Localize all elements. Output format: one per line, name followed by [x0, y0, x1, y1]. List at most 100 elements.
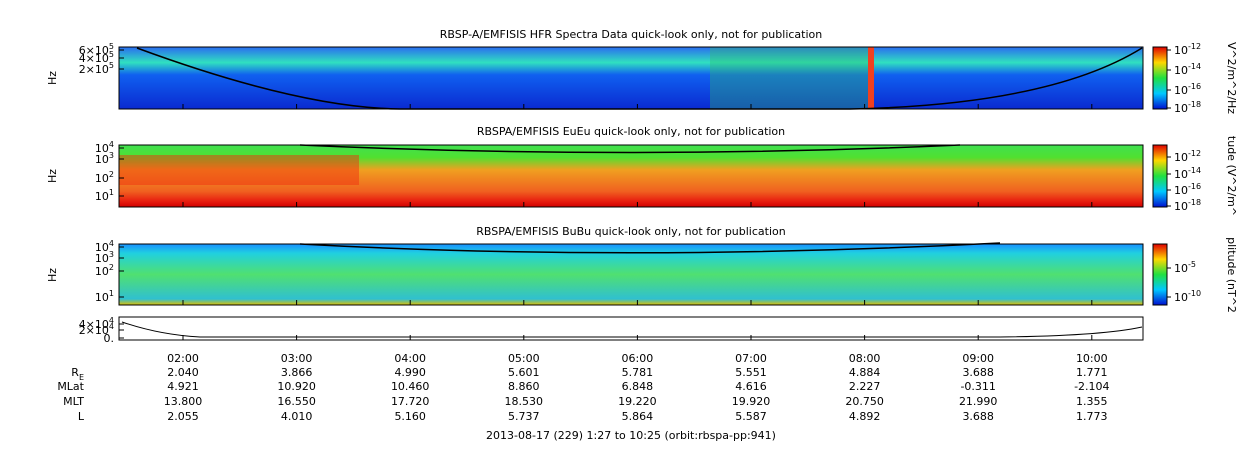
y-tick-label-exponent: 4 [109, 316, 114, 325]
colorbar-tick-label: 10-14 [1174, 62, 1201, 77]
ephemeris-value: 4.990 [394, 366, 426, 379]
y-tick-label: 102 [95, 170, 114, 185]
panel-title: RBSPA/EMFISIS BuBu quick-look only, not … [476, 225, 786, 238]
y-tick-label: 104 [95, 140, 114, 155]
y-axis-label: Hz [46, 71, 59, 85]
row-label: MLT [63, 395, 84, 408]
colorbar-tick-label: 10-12 [1174, 149, 1201, 164]
colorbar-tick-label: 10-12 [1174, 42, 1201, 57]
ephemeris-value: -2.104 [1074, 380, 1109, 393]
colorbar-tick-label-base: 10 [1174, 184, 1188, 197]
colorbar-tick-label-exponent: -14 [1188, 166, 1201, 175]
spectrogram-feature [710, 47, 870, 109]
colorbar-tick-label-exponent: -12 [1188, 149, 1201, 158]
x-tick-label: 04:00 [394, 352, 426, 365]
panel-title: RBSP-A/EMFISIS HFR Spectra Data quick-lo… [440, 28, 823, 41]
colorbar-tick-label-exponent: -12 [1188, 42, 1201, 51]
y-tick-label-exponent: 3 [109, 250, 114, 259]
colorbar-tick-label-base: 10 [1174, 200, 1188, 213]
y-tick-label: 104 [95, 239, 114, 254]
ephemeris-value: 17.720 [391, 395, 430, 408]
x-tick-label: 08:00 [849, 352, 881, 365]
x-tick-label: 06:00 [622, 352, 654, 365]
y-tick-label-exponent: 2 [109, 263, 114, 272]
x-tick-label: 10:00 [1076, 352, 1108, 365]
ephemeris-value: 4.010 [281, 410, 313, 423]
y-tick-label: 102 [95, 263, 114, 278]
ephemeris-value: 5.160 [394, 410, 426, 423]
spectrogram-feature [868, 47, 874, 109]
colorbar-tick-label-base: 10 [1174, 262, 1188, 275]
spectrogram [119, 47, 1143, 109]
ephemeris-value: 5.864 [622, 410, 654, 423]
y-tick-label-base: 10 [95, 265, 109, 278]
y-tick-label-base: 10 [95, 153, 109, 166]
y-tick-label: 101 [95, 188, 114, 203]
y-tick-label-base: 0. [104, 332, 115, 345]
ephemeris-value: 10.920 [277, 380, 316, 393]
colorbar-tick-label-exponent: -16 [1188, 182, 1201, 191]
colorbar-tick-label-exponent: -10 [1188, 289, 1201, 298]
y-tick-label: 2×104 [79, 322, 114, 337]
ephemeris-value: 2.040 [167, 366, 199, 379]
ephemeris-value: 5.601 [508, 366, 540, 379]
ephemeris-value: 16.550 [277, 395, 316, 408]
row-label-base: MLat [57, 380, 84, 393]
colorbar-tick-label: 10-18 [1174, 198, 1201, 213]
ephemeris-value: 5.781 [622, 366, 654, 379]
ephemeris-value: 5.737 [508, 410, 540, 423]
colorbar-tick-label-exponent: -5 [1188, 260, 1196, 269]
row-label-base: MLT [63, 395, 84, 408]
ephemeris-value: 1.355 [1076, 395, 1108, 408]
x-tick-label: 05:00 [508, 352, 540, 365]
colorbar-tick-label: 10-14 [1174, 166, 1201, 181]
ephemeris-value: 1.773 [1076, 410, 1108, 423]
ephemeris-value: 4.921 [167, 380, 199, 393]
row-label: RE [71, 366, 84, 382]
colorbar-tick-label-exponent: -18 [1188, 100, 1201, 109]
colorbar-tick-label: 10-16 [1174, 82, 1201, 97]
ephemeris-value: 19.220 [618, 395, 657, 408]
colorbar-tick-label-base: 10 [1174, 291, 1188, 304]
y-tick-label: 103 [95, 151, 114, 166]
plot-frame [118, 46, 1144, 110]
ephemeris-value: 20.750 [845, 395, 884, 408]
ephemeris-value: 4.616 [735, 380, 767, 393]
footer: 2013-08-17 (229) 1:27 to 10:25 (orbit:rb… [486, 429, 776, 442]
y-tick-label-base: 10 [95, 172, 109, 185]
row-label-subscript: E [79, 373, 84, 382]
spectrogram-feature [119, 155, 359, 185]
y-tick-label-base: 10 [95, 291, 109, 304]
y-tick-label-exponent: 5 [109, 50, 114, 59]
colorbar-tick-label-base: 10 [1174, 84, 1188, 97]
y-axis-label: Hz [46, 268, 59, 282]
colorbar-tick-label-base: 10 [1174, 151, 1188, 164]
x-tick-label: 09:00 [962, 352, 994, 365]
y-tick-label-base: 2×10 [79, 324, 109, 337]
ephemeris-value: 2.227 [849, 380, 881, 393]
colorbar-tick-label: 10-10 [1174, 289, 1201, 304]
y-tick-label-exponent: 2 [109, 170, 114, 179]
y-tick-label-exponent: 4 [109, 239, 114, 248]
y-tick-label-base: 6×10 [79, 44, 109, 57]
colorbar-tick-label: 10-5 [1174, 260, 1196, 275]
ephemeris-value: 3.688 [962, 410, 994, 423]
plot-frame [118, 316, 1144, 341]
x-tick-label: 07:00 [735, 352, 767, 365]
ephemeris-value: 3.866 [281, 366, 313, 379]
ephemeris-value: 6.848 [622, 380, 654, 393]
colorbar-label: V^2/m^2/Hz [1225, 42, 1238, 114]
y-tick-label-exponent: 1 [109, 289, 114, 298]
ephemeris-value: 5.551 [735, 366, 767, 379]
colorbar-tick-label-exponent: -18 [1188, 198, 1201, 207]
ephemeris-value: -0.311 [960, 380, 995, 393]
y-tick-label-base: 10 [95, 241, 109, 254]
plot-frame [118, 144, 1144, 208]
colorbar-tick-label: 10-18 [1174, 100, 1201, 115]
cutoff-curve [299, 144, 961, 154]
ephemeris-value: 19.920 [732, 395, 771, 408]
colorbar-tick-label-base: 10 [1174, 64, 1188, 77]
colorbar-tick-label-base: 10 [1174, 168, 1188, 181]
y-tick-label-exponent: 5 [109, 42, 114, 51]
y-tick-label-base: 2×10 [79, 63, 109, 76]
